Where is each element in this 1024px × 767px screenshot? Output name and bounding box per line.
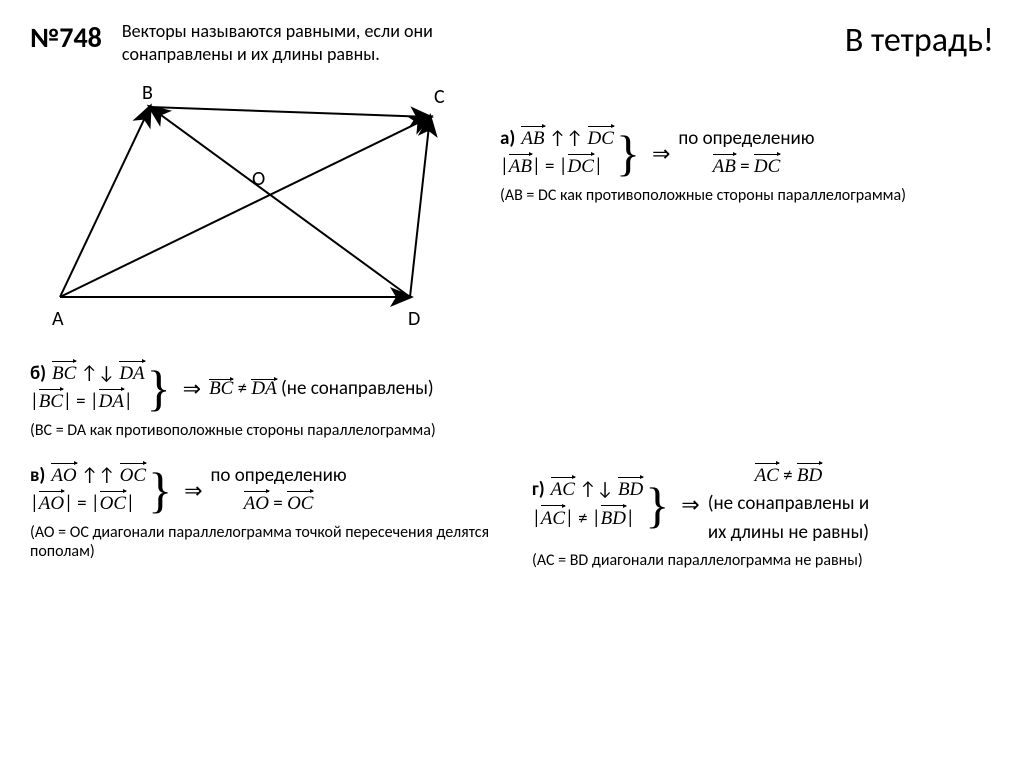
result-text: по определению [678, 125, 814, 154]
brace-icon: } [616, 128, 640, 178]
vec: BD [797, 462, 822, 491]
vec: AO [244, 490, 269, 519]
vec: BC [52, 360, 76, 389]
vec: DC [754, 153, 780, 182]
part-v-label: в) [30, 464, 45, 487]
vec: DA [99, 388, 124, 417]
result-text: по определению [211, 462, 347, 491]
rel: ↑↑ [545, 127, 588, 150]
problem-number: №748 [30, 20, 102, 55]
vec: AC [541, 505, 565, 534]
part-a-note: (AB = DC как противоположные стороны пар… [500, 186, 906, 205]
rel: ↑↓ [575, 478, 618, 501]
part-g-label: г) [532, 478, 545, 501]
part-b-note: (BC = DA как противоположные стороны пар… [30, 421, 994, 440]
label-O: O [252, 167, 265, 191]
vec: BD [618, 476, 643, 505]
definition-text: Векторы называются равными, если они сон… [122, 20, 825, 67]
result-text: их длины не равны) [708, 519, 869, 548]
vec: DA [119, 360, 144, 389]
vec: BC [39, 388, 63, 417]
label-B: B [142, 81, 153, 105]
part-b-result: BC ≠ DA (не сонаправлены) [209, 377, 434, 400]
vec: AB [713, 153, 736, 182]
vec: OC [120, 462, 146, 491]
part-a-result: по определению AB = DC [678, 125, 814, 182]
result-suffix: (не сонаправлены) [277, 377, 434, 400]
vec: BD [601, 505, 626, 534]
part-v: в)AO ↑↑ OC |AO| = |OC| } ⇒ по определени… [30, 462, 492, 519]
vec: AO [39, 490, 64, 519]
vec: AC [551, 476, 575, 505]
vec: AB [509, 153, 532, 182]
part-g-result: AC ≠ BD (не сонаправлены и их длины не р… [708, 462, 869, 548]
brace-icon: } [147, 363, 171, 413]
vec: AC [755, 462, 779, 491]
label-A: A [52, 307, 64, 331]
to-notebook-heading: В тетрадь! [845, 20, 994, 61]
vec: DA [251, 378, 276, 400]
def-line2: сонаправлены и их длины равны. [122, 43, 380, 65]
part-g-note: (AC = BD диагонали параллелограмма не ра… [532, 551, 994, 570]
rel: ↑↑ [77, 464, 120, 487]
implies-icon: ⇒ [652, 140, 670, 167]
parallelogram-diagram: A B C D O [30, 77, 470, 352]
part-b: б)BC ↑↓ DA |BC| = |DA| } ⇒ BC ≠ DA (не с… [30, 360, 994, 417]
brace-icon: } [148, 465, 172, 515]
result-text: (не сонаправлены и [708, 490, 869, 519]
vec: DC [588, 125, 614, 154]
part-a: а)AB ↑↑ DC |AB| = |DC| } ⇒ по определени… [500, 125, 906, 182]
def-line1: Векторы называются равными, если они [122, 20, 433, 42]
brace-icon: } [645, 480, 669, 530]
implies-icon: ⇒ [183, 375, 201, 402]
label-C: C [434, 85, 445, 109]
vec: OC [287, 490, 313, 519]
vec: AO [51, 462, 76, 491]
part-v-note: (AO = OC диагонали параллелограмма точко… [30, 523, 492, 561]
rel: ↑↓ [76, 362, 119, 385]
part-a-label: а) [500, 127, 515, 150]
part-v-result: по определению AO = OC [211, 462, 347, 519]
vec: OC [100, 490, 126, 519]
part-g: г)AC ↑↓ BD |AC| ≠ |BD| } ⇒ AC ≠ BD (не с… [532, 462, 994, 548]
label-D: D [408, 307, 420, 331]
implies-icon: ⇒ [184, 477, 202, 504]
implies-icon: ⇒ [681, 491, 699, 518]
part-b-label: б) [30, 362, 46, 385]
vec: BC [209, 378, 233, 400]
vec: DC [568, 153, 594, 182]
vec: AB [521, 125, 544, 154]
